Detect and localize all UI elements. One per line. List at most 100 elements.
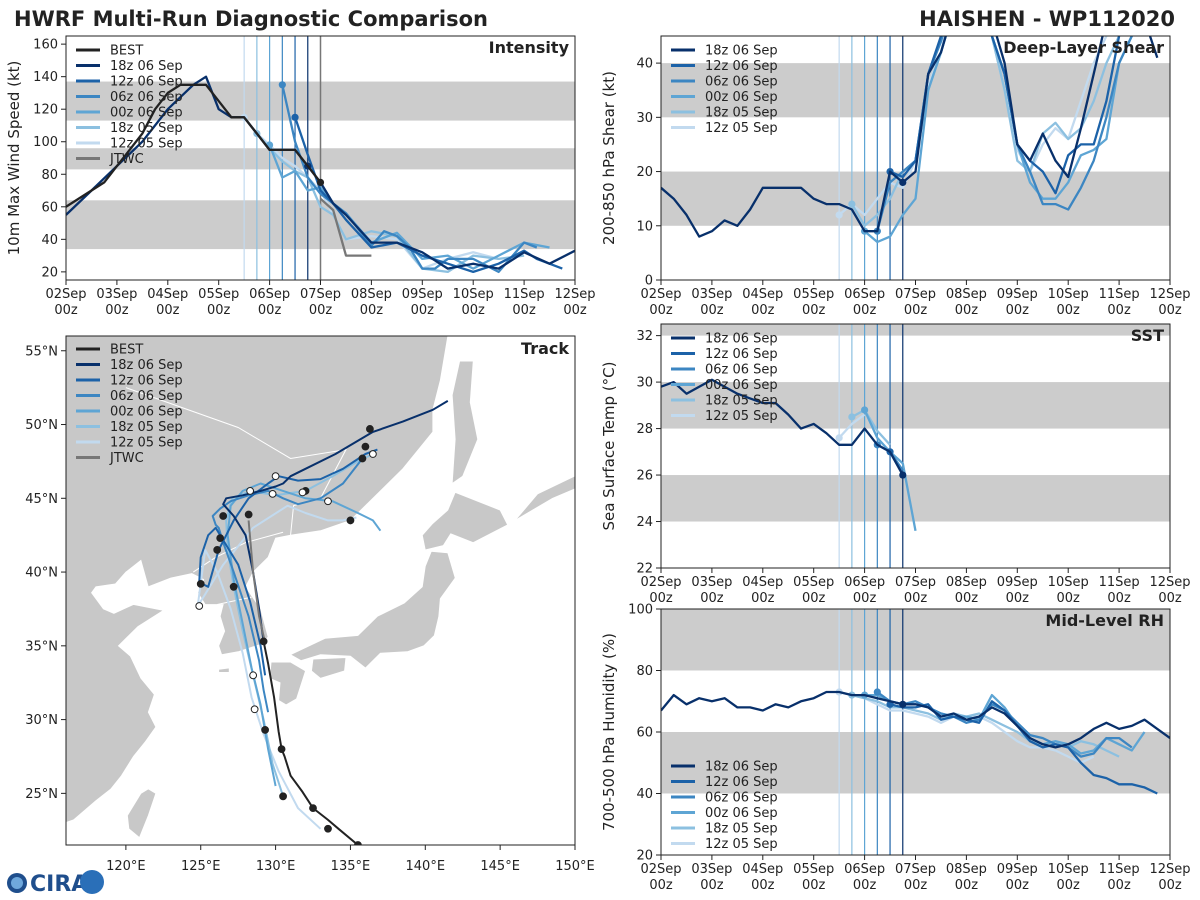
shear-series-18z-06-sep [661, 36, 1159, 238]
rh-legend-label-12z-06-sep: 12z 06 Sep [705, 775, 778, 790]
track-series-group [195, 400, 449, 845]
intensity-legend-label-06z-06-sep: 06z 06 Sep [110, 90, 183, 105]
intensity-legend-label-18z-06-sep: 18z 06 Sep [110, 59, 183, 74]
rh-ytick-label-4: 100 [628, 603, 653, 618]
intensity-ytick-label-4: 100 [33, 135, 58, 150]
rh-xtick-day-10: 12Sep [1149, 862, 1190, 877]
shear-xtick-hour-10: 00z [1158, 303, 1182, 318]
sst-xtick-hour-3: 00z [802, 591, 826, 606]
sst-xtick-hour-9: 00z [1107, 591, 1131, 606]
rh-panel: 2040608010002Sep00z03Sep00z04Sep00z05Sep… [600, 603, 1191, 894]
sst-legend-label-12z-06-sep: 12z 06 Sep [705, 347, 778, 362]
intensity-xtick-hour-3: 00z [207, 303, 231, 318]
rh-xtick-hour-10: 00z [1158, 878, 1182, 893]
cira-logo: CIRA [7, 870, 104, 897]
track-marker-18z-06-sep-2 [366, 425, 374, 433]
shear-xtick-day-8: 10Sep [1048, 287, 1089, 302]
intensity-series-18z-05-sep [256, 132, 525, 274]
sst-legend-label-18z-05-sep: 18z 05 Sep [705, 394, 778, 409]
track-marker-best-2 [277, 745, 286, 754]
sst-xtick-day-1: 03Sep [691, 575, 732, 590]
track-ytick-label-1: 30°N [25, 713, 58, 728]
sst-xtick-hour-8: 00z [1057, 591, 1081, 606]
track-ytick-label-2: 35°N [25, 639, 58, 654]
track-xtick-label-1: 125°E [181, 859, 221, 874]
sst-xtick-day-0: 02Sep [640, 575, 681, 590]
intensity-legend-label-12z-05-sep: 12z 05 Sep [110, 137, 183, 152]
rh-xtick-hour-0: 00z [649, 878, 673, 893]
sst-legend-label-06z-06-sep: 06z 06 Sep [705, 363, 778, 378]
rh-xtick-hour-4: 00z [853, 878, 877, 893]
intensity-legend-label-best: BEST [110, 44, 143, 59]
track-marker-18z-05-sep-1 [249, 671, 258, 680]
intensity-xtick-day-3: 05Sep [198, 287, 239, 302]
intensity-series-jtwc [319, 197, 372, 257]
map-border-dmz [217, 596, 252, 606]
rh-title: Mid-Level RH [1045, 611, 1164, 630]
track-marker-06z-06-sep-0 [216, 534, 225, 543]
shear-xtick-hour-5: 00z [904, 303, 928, 318]
track-marker-best-1 [309, 804, 317, 813]
sst-xtick-hour-7: 00z [1006, 591, 1030, 606]
intensity-xtick-hour-10: 00z [563, 303, 587, 318]
sst-marker-00z-06-sep-0 [861, 406, 869, 414]
intensity-marker-best-0 [316, 178, 325, 186]
map-border-china-russia [125, 387, 347, 536]
sst-series-12z-05-sep [838, 413, 866, 439]
intensity-legend-label-18z-05-sep: 18z 05 Sep [110, 121, 183, 136]
shear-ytick-label-3: 30 [636, 111, 653, 126]
logo-emblem-icon [80, 870, 104, 894]
sst-title: SST [1131, 326, 1164, 345]
intensity-xtick-day-4: 06Sep [249, 287, 290, 302]
intensity-xtick-day-8: 10Sep [453, 287, 494, 302]
map-mainland [66, 336, 449, 823]
shear-title: Deep-Layer Shear [1003, 38, 1164, 57]
track-marker-12z-05-sep-1 [250, 705, 259, 714]
rh-series-group [661, 688, 1170, 795]
sst-ytick-label-0: 22 [636, 562, 653, 577]
sst-band-1 [661, 382, 1170, 429]
track-legend-label-12z-05-sep: 12z 05 Sep [110, 436, 183, 451]
track-frame [65, 335, 576, 846]
shear-panel: 01020304002Sep00z03Sep00z04Sep00z05Sep00… [600, 35, 1191, 318]
intensity-xtick-hour-0: 00z [54, 303, 78, 318]
track-marker-12z-05-sep-0 [324, 824, 332, 833]
rh-xtick-day-6: 08Sep [946, 862, 987, 877]
shear-ytick-label-4: 40 [636, 57, 653, 72]
shear-xtick-day-10: 12Sep [1149, 287, 1190, 302]
map-jeju [218, 667, 230, 673]
intensity-ytick-label-2: 60 [41, 200, 58, 215]
sst-series-group [661, 378, 917, 532]
track-legend-label-18z-06-sep: 18z 06 Sep [110, 358, 183, 373]
rh-xtick-hour-2: 00z [751, 878, 775, 893]
map-kurils [514, 475, 575, 521]
track-xtick-label-2: 130°E [256, 859, 296, 874]
rh-xtick-day-4: 06Sep [844, 862, 885, 877]
rh-legend-label-12z-05-sep: 12z 05 Sep [705, 837, 778, 852]
intensity-xtick-day-9: 11Sep [504, 287, 545, 302]
track-marker-12z-06-sep-1 [271, 472, 280, 481]
rh-xtick-hour-9: 00z [1107, 878, 1131, 893]
map-sakhalin [451, 360, 479, 485]
track-xtick-label-5: 145°E [480, 859, 520, 874]
track-marker-12z-05-sep-4 [346, 516, 355, 525]
intensity-xtick-hour-9: 00z [512, 303, 536, 318]
sst-marker-12z-05-sep-0 [835, 434, 843, 442]
intensity-xtick-hour-4: 00z [258, 303, 282, 318]
shear-xtick-day-7: 09Sep [997, 287, 1038, 302]
shear-series-12z-05-sep [838, 36, 1108, 217]
sst-ytick-label-5: 32 [636, 329, 653, 344]
rh-xtick-day-5: 07Sep [895, 862, 936, 877]
intensity-panel: 2040608010012014016002Sep00z03Sep00z04Se… [5, 35, 596, 318]
shear-xtick-day-0: 02Sep [640, 287, 681, 302]
intensity-xtick-day-6: 08Sep [351, 287, 392, 302]
rh-series-18z-05-sep [851, 693, 1120, 758]
sst-xtick-hour-2: 00z [751, 591, 775, 606]
intensity-xtick-hour-6: 00z [360, 303, 384, 318]
sst-legend-label-18z-06-sep: 18z 06 Sep [705, 332, 778, 347]
rh-xtick-hour-3: 00z [802, 878, 826, 893]
rh-series-18z-06-sep [661, 690, 1170, 749]
map-hokkaido [421, 491, 509, 551]
